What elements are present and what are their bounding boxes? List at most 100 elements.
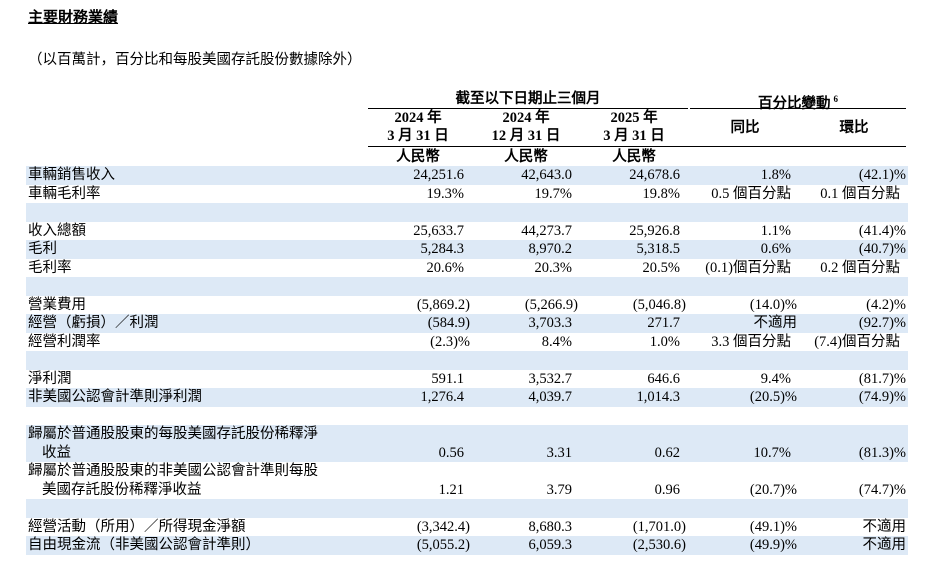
row-label: 淨利潤 [28,370,72,387]
currency: 人民幣 [396,149,440,165]
cell: 19.3% [426,185,464,202]
row-label: 歸屬於普通股股東的每股美國存託股份稀釋淨 [28,426,318,442]
column-header: 2024 年 [502,110,550,126]
cell: 3,703.3 [528,315,573,331]
row-shade [26,499,908,518]
cell: 1.21 [438,481,464,498]
cell: 20.6% [426,259,464,276]
row-label: 收益 [42,444,71,461]
cell: 0.56 [438,444,464,461]
cell: (49.1)% [749,518,797,535]
cell: (20.5)% [749,389,797,405]
row-label: 車輛銷售收入 [28,167,115,183]
currency: 人民幣 [612,149,656,165]
cell: 0.96 [654,481,680,498]
column-header: 同比 [730,120,760,136]
row-label: 經營利潤率 [28,333,101,350]
cell: (5,046.8) [632,296,686,313]
rule [368,108,688,109]
row-label: 非美國公認會計準則淨利潤 [28,389,202,405]
rule [368,146,906,147]
rule [690,108,906,109]
cell: 24,251.6 [413,167,464,183]
cell: 1,014.3 [636,389,681,405]
cell: 1,276.4 [420,389,465,405]
cell: 不適用 [862,518,907,535]
cell: 19.7% [534,185,572,202]
cell: 1.8% [760,167,791,183]
row-shade [26,166,908,185]
row-label: 歸屬於普通股股東的非美國公認會計準則每股 [28,463,318,479]
cell: 20.5% [642,259,680,276]
group-header: 截至以下日期止三個月 [455,91,601,107]
row-label: 經營（虧損）／利潤 [28,315,159,331]
footnote-ref: 6 [833,94,839,104]
row-shade [26,388,908,407]
cell: 4,039.7 [528,389,573,405]
row-label: 收入總額 [28,222,86,239]
cell: 10.7% [753,444,791,461]
column-header: 12 月 31 日 [491,128,561,144]
cell: (49.9)% [749,537,797,553]
row-shade [26,425,908,462]
cell: (20.7)% [749,481,797,498]
title: 主要財務業績 [28,10,119,26]
cell: 5,284.3 [420,241,465,257]
cell: 5,318.5 [636,241,681,257]
cell: (1,701.0) [632,518,686,535]
row-label: 毛利 [28,241,57,257]
cell: 44,273.7 [521,222,572,239]
cell: (2,530.6) [632,537,686,553]
cell: (92.7)% [858,315,906,331]
row-label: 毛利率 [28,259,72,276]
cell: (5,055.2) [416,537,470,553]
cell: 0.2 個百分點 [820,259,900,276]
cell: (74.7)% [858,481,906,498]
row-label: 車輛毛利率 [28,185,101,202]
column-header: 3 月 31 日 [387,128,449,144]
cell: 591.1 [431,370,464,387]
cell: 42,643.0 [521,167,572,183]
cell: 20.3% [534,259,572,276]
cell: 不適用 [753,315,798,331]
cell: (2.3)% [430,333,470,350]
row-shade [26,277,908,296]
cell: 6,059.3 [528,537,573,553]
column-header: 2024 年 [394,110,442,126]
cell: 0.1 個百分點 [820,185,900,202]
cell: (4.2)% [866,296,906,313]
cell: (41.4)% [858,222,906,239]
subtitle: （以百萬計，百分比和每股美國存託股份數據除外） [28,52,362,68]
cell: (14.0)% [749,296,797,313]
cell: 25,926.8 [629,222,680,239]
cell: (584.9) [427,315,470,331]
cell: 8,680.3 [528,518,573,535]
row-shade [26,203,908,222]
cell: 8,970.2 [528,241,573,257]
cell: 3.79 [546,481,572,498]
cell: (5,869.2) [416,296,470,313]
row-shade [26,240,908,259]
column-header: 環比 [839,120,869,136]
cell: 0.62 [654,444,680,461]
cell: 0.6% [760,241,791,257]
cell: (5,266.9) [524,296,578,313]
cell: 3,532.7 [528,370,573,387]
row-label: 經營活動（所用）／所得現金淨額 [28,518,246,535]
row-shade [26,314,908,333]
cell: 8.4% [541,333,572,350]
cell: 271.7 [647,315,680,331]
cell: (74.9)% [858,389,906,405]
cell: 0.5 個百分點 [711,185,791,202]
row-label: 自由現金流（非美國公認會計準則） [28,537,260,553]
cell: (81.3)% [858,444,906,461]
cell: 1.1% [760,222,791,239]
cell: (42.1)% [858,167,906,183]
cell: (0.1)個百分點 [705,259,791,276]
cell: 1.0% [649,333,680,350]
cell: 25,633.7 [413,222,464,239]
row-shade [26,351,908,370]
column-header: 3 月 31 日 [603,128,665,144]
cell: (40.7)% [858,241,906,257]
